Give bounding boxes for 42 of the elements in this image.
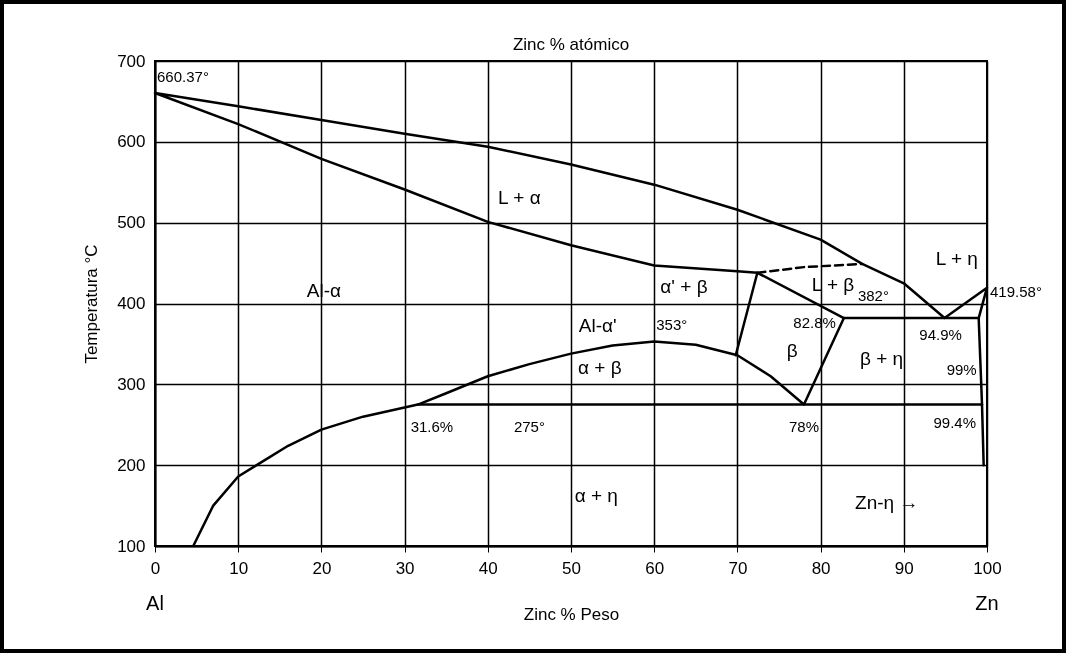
annotation: 99% <box>946 361 977 379</box>
annotation: β + η <box>860 348 904 370</box>
annotation: β <box>786 340 798 362</box>
x-tick-label: 80 <box>811 558 831 578</box>
x-axis-title: Zinc % Peso <box>523 604 620 624</box>
annotation: 660.37° <box>157 68 209 86</box>
annotation: α + η <box>574 484 618 506</box>
annotation: 275° <box>513 417 545 435</box>
annotation: α + β <box>577 357 622 379</box>
y-axis-title: Temperatura °C <box>82 244 102 364</box>
annotation: L + α <box>498 187 541 209</box>
annotation: 78% <box>788 417 819 435</box>
text: Al <box>146 592 164 614</box>
annotation: 31.6% <box>410 417 454 435</box>
x-tick-label: 60 <box>645 558 665 578</box>
x2-axis-title: Zinc % atómico <box>512 35 630 54</box>
y-tick-label: 600 <box>117 132 146 152</box>
x-tick-label: 20 <box>312 558 332 578</box>
annotation: L + η <box>935 248 978 270</box>
annotation: 382° <box>857 287 889 305</box>
annotation: 99.4% <box>933 413 977 431</box>
x-tick-label: 70 <box>728 558 748 578</box>
x-tick-label: 50 <box>562 558 581 578</box>
annotation: 419.58° <box>990 282 1042 300</box>
y-tick-label: 400 <box>117 294 146 313</box>
x-tick-label: 0 <box>150 558 161 578</box>
annotation: Al-α' <box>578 315 617 337</box>
x-tick-label: 10 <box>229 558 249 578</box>
annotation: L + β <box>811 273 855 295</box>
annotation: 94.9% <box>919 326 962 344</box>
x-tick-label: 30 <box>395 558 415 578</box>
x-tick-label: 40 <box>478 558 498 578</box>
y-tick-label: 700 <box>117 51 146 71</box>
x-tick-label: 90 <box>894 558 914 578</box>
annotation: α' + β <box>660 275 708 297</box>
x-tick-label: 100 <box>973 558 1002 578</box>
y-tick-label: 500 <box>117 213 146 233</box>
annotation: 353° <box>656 316 688 334</box>
y-tick-label: 300 <box>117 374 146 394</box>
y-tick-label: 200 <box>117 455 146 475</box>
text: Zn <box>975 592 999 614</box>
y-tick-label: 100 <box>117 536 146 556</box>
